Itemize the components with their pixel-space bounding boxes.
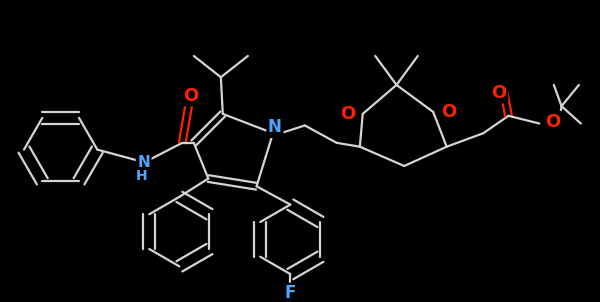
Text: N: N xyxy=(268,118,282,137)
Text: O: O xyxy=(491,84,506,102)
Text: O: O xyxy=(340,105,355,123)
Text: N: N xyxy=(137,155,150,170)
Text: H: H xyxy=(136,169,148,183)
Text: O: O xyxy=(545,113,560,130)
Text: O: O xyxy=(184,87,199,104)
Text: O: O xyxy=(441,103,456,121)
Text: F: F xyxy=(284,284,296,302)
